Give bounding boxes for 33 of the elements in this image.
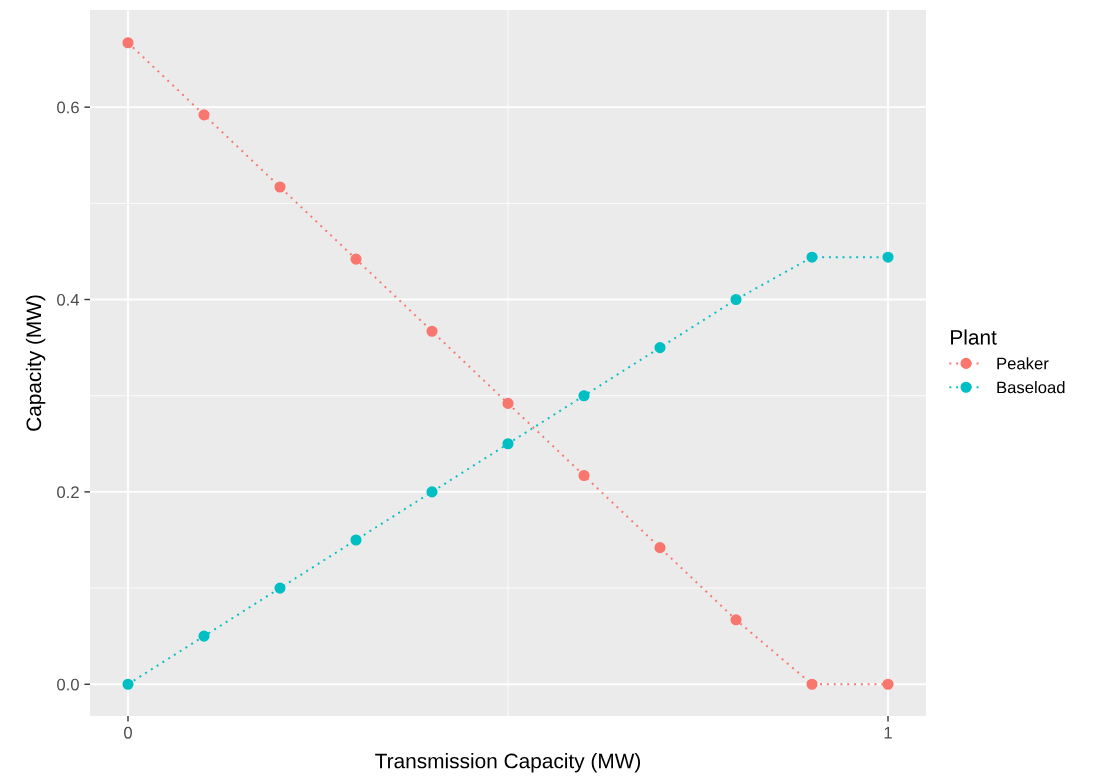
legend-title: Plant bbox=[951, 329, 997, 345]
point bbox=[122, 678, 134, 690]
point bbox=[426, 486, 438, 498]
y-tick-label: 0.0 bbox=[57, 678, 79, 691]
point bbox=[654, 342, 666, 354]
point bbox=[654, 542, 666, 554]
y-tick-label: 0.2 bbox=[57, 486, 79, 499]
point bbox=[806, 251, 818, 263]
point bbox=[350, 534, 362, 546]
point bbox=[198, 630, 210, 642]
y-tick-label: 0.4 bbox=[57, 293, 80, 306]
x-axis-title: Transmission Capacity (MW) bbox=[375, 753, 641, 773]
x-tick-label: 1 bbox=[884, 727, 892, 739]
legend-label: Baseload bbox=[997, 381, 1065, 394]
y-axis-title: Capacity (MW) bbox=[25, 295, 46, 431]
y-tick-label: 0.6 bbox=[57, 101, 79, 114]
x-tick-label: 0 bbox=[124, 726, 132, 739]
point bbox=[578, 390, 590, 402]
point bbox=[502, 438, 514, 450]
point bbox=[426, 325, 438, 337]
legend-label: Peaker bbox=[997, 357, 1049, 370]
point bbox=[806, 678, 818, 690]
point bbox=[578, 469, 590, 482]
point bbox=[882, 251, 894, 263]
point bbox=[502, 397, 514, 409]
point bbox=[198, 109, 210, 121]
point bbox=[730, 293, 742, 306]
point bbox=[730, 614, 742, 626]
point bbox=[350, 253, 362, 265]
point bbox=[122, 37, 134, 49]
point bbox=[882, 678, 894, 690]
point bbox=[274, 181, 286, 193]
point bbox=[274, 582, 286, 594]
